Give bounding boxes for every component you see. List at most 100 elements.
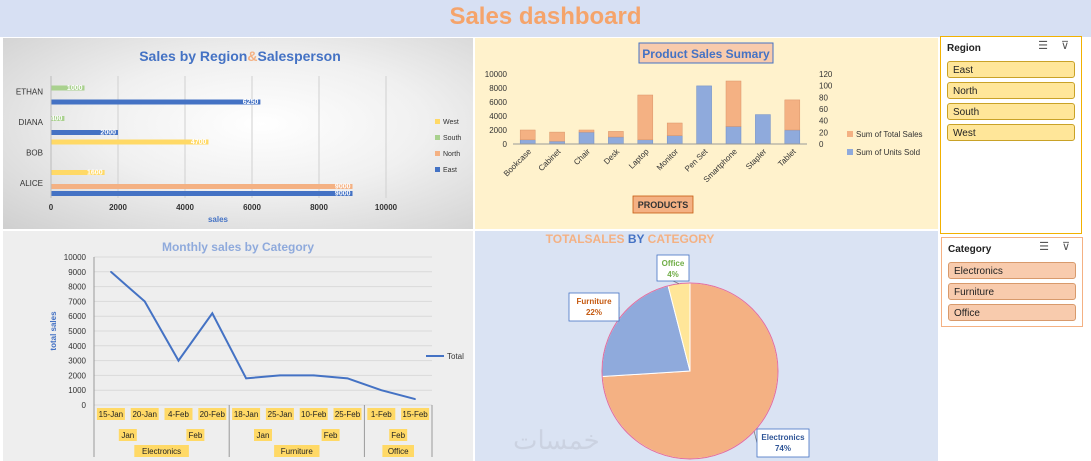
product-y-tick-right: 60 [819, 105, 828, 114]
region-x-tick: 10000 [375, 203, 398, 212]
monthly-sales-chart[interactable]: Monthly sales by Category total sales 0 1… [3, 231, 473, 461]
monthly-category-label: Furniture [281, 447, 314, 456]
monthly-chart-title: Monthly sales by Category [162, 240, 314, 254]
monthly-category-bg [134, 445, 189, 457]
region-chart-xlabel: sales [208, 215, 229, 224]
monthly-point [245, 377, 247, 380]
region-slicer-item-west[interactable]: West [947, 124, 1075, 141]
product-category-label: Pen Set [683, 147, 710, 174]
region-bar-east [51, 130, 118, 135]
product-y-tick-left: 10000 [485, 70, 508, 79]
pie-label-pct: 4% [667, 270, 679, 279]
product-legend-swatch [847, 149, 853, 155]
product-sales-chart[interactable]: Product Sales Sumary PRODUCTS 0 2000 4000 6… [475, 38, 938, 229]
svg-text:TOTALSALES BY CATEGORY: TOTALSALES BY CATEGORY [546, 232, 715, 246]
product-sales-svg: Product Sales Sumary PRODUCTS 0 2000 4000 6… [485, 42, 923, 214]
region-data-label: 6250 [243, 99, 259, 106]
product-legend-label: Sum of Units Sold [856, 148, 920, 157]
monthly-x-tick: 20-Feb [200, 410, 226, 419]
product-y-tick-left: 4000 [489, 112, 507, 121]
monthly-month-label: Jan [121, 431, 134, 440]
category-pie-svg: TOTALSALES BY CATEGORY خمسات Electronics… [513, 232, 810, 460]
pie-label-name: Office [662, 259, 685, 268]
product-bar-units [696, 85, 712, 145]
monthly-x-tick: 15-Feb [402, 410, 428, 419]
svg-text:Sales by Region&Salesperson: Sales by Region&Salesperson [139, 48, 341, 64]
product-y-tick-right: 40 [819, 117, 828, 126]
monthly-y-tick: 1000 [68, 386, 86, 395]
monthly-month-bg [389, 429, 408, 441]
monthly-point [177, 359, 180, 362]
monthly-sales-svg: Monthly sales by Category total sales 0 1… [49, 240, 464, 457]
monthly-x-tick-bg [401, 408, 430, 420]
clear-filter-icon[interactable]: ⊽ [1061, 241, 1071, 253]
monthly-month-label: Feb [391, 431, 405, 440]
monthly-y-tick: 0 [82, 401, 87, 410]
region-slicer-item-north[interactable]: North [947, 82, 1075, 99]
clear-filter-icon[interactable]: ⊽ [1060, 40, 1070, 52]
region-legend-swatch [435, 151, 440, 156]
category-slicer[interactable]: Category ☰ ⊽ Electronics Furniture Offic… [941, 237, 1083, 327]
monthly-x-tick: 18-Jan [234, 410, 258, 419]
region-slicer-header: Region [947, 43, 981, 54]
region-category-label: ALICE [20, 179, 43, 188]
pie-label-name: Electronics [761, 433, 805, 442]
monthly-x-tick: 4-Feb [168, 410, 189, 419]
products-axis-button[interactable] [632, 195, 694, 214]
monthly-y-tick: 10000 [64, 253, 87, 262]
product-y-tick-right: 100 [819, 82, 833, 91]
multi-select-icon[interactable]: ☰ [1038, 40, 1048, 52]
product-category-label: Bookcase [502, 147, 534, 179]
category-slicer-item-electronics[interactable]: Electronics [948, 262, 1076, 279]
region-slicer-item-east[interactable]: East [947, 61, 1075, 78]
monthly-x-tick-bg [130, 408, 159, 420]
region-x-tick: 6000 [243, 203, 261, 212]
product-bar-sales [666, 122, 683, 136]
category-slicer-item-office[interactable]: Office [948, 304, 1076, 321]
region-data-label: 2000 [100, 130, 116, 137]
monthly-y-tick: 5000 [68, 327, 86, 336]
monthly-x-tick: 15-Jan [99, 410, 123, 419]
product-y-tick-right: 80 [819, 93, 828, 102]
product-bar-units [637, 139, 654, 145]
region-sales-chart[interactable]: Sales by Region&Salesperson sales 0 2000 4… [3, 38, 473, 229]
product-y-tick-right: 20 [819, 128, 828, 137]
monthly-month-label: Feb [324, 431, 338, 440]
region-bar-east [51, 99, 261, 105]
region-bar-east [51, 191, 353, 196]
monthly-y-tick: 2000 [68, 371, 86, 380]
region-sales-svg: Sales by Region&Salesperson sales 0 2000 4… [16, 48, 462, 224]
product-bar-units [519, 139, 536, 145]
monthly-point [211, 312, 214, 315]
region-slicer-item-south[interactable]: South [947, 103, 1075, 120]
monthly-category-bg [382, 445, 414, 457]
region-bar-west [51, 139, 209, 145]
region-data-label: 1000 [67, 85, 83, 92]
monthly-x-tick-bg [198, 408, 227, 420]
category-slicer-item-furniture[interactable]: Furniture [948, 283, 1076, 300]
pie-title-part3: CATEGORY [648, 232, 715, 246]
monthly-y-tick: 4000 [68, 342, 86, 351]
product-bar-sales [549, 131, 565, 142]
region-legend-label: East [443, 167, 457, 174]
product-category-label: Chair [572, 147, 592, 167]
monthly-category-label: Office [388, 447, 409, 456]
monthly-month-bg [186, 429, 205, 441]
region-slicer[interactable]: Region ☰ ⊽ East North South West [940, 36, 1082, 234]
pie-label-box [568, 292, 620, 322]
monthly-y-tick: 8000 [68, 283, 86, 292]
monthly-x-tick-bg [164, 408, 193, 420]
monthly-point [380, 389, 383, 391]
region-data-label: 400 [51, 116, 63, 123]
product-bar-sales [637, 94, 654, 141]
category-pie-chart[interactable]: TOTALSALES BY CATEGORY خمسات Electronics… [475, 231, 938, 461]
region-data-label: 9000 [335, 191, 351, 198]
monthly-month-label: Jan [257, 431, 270, 440]
product-chart-title: Product Sales Sumary [642, 47, 770, 61]
dashboard-title: Sales dashboard [449, 3, 642, 30]
monthly-x-tick-bg [333, 408, 362, 420]
multi-select-icon[interactable]: ☰ [1039, 241, 1049, 253]
region-legend-swatch [435, 119, 440, 124]
product-y-tick-right: 120 [819, 70, 833, 79]
monthly-y-tick: 6000 [68, 312, 86, 321]
